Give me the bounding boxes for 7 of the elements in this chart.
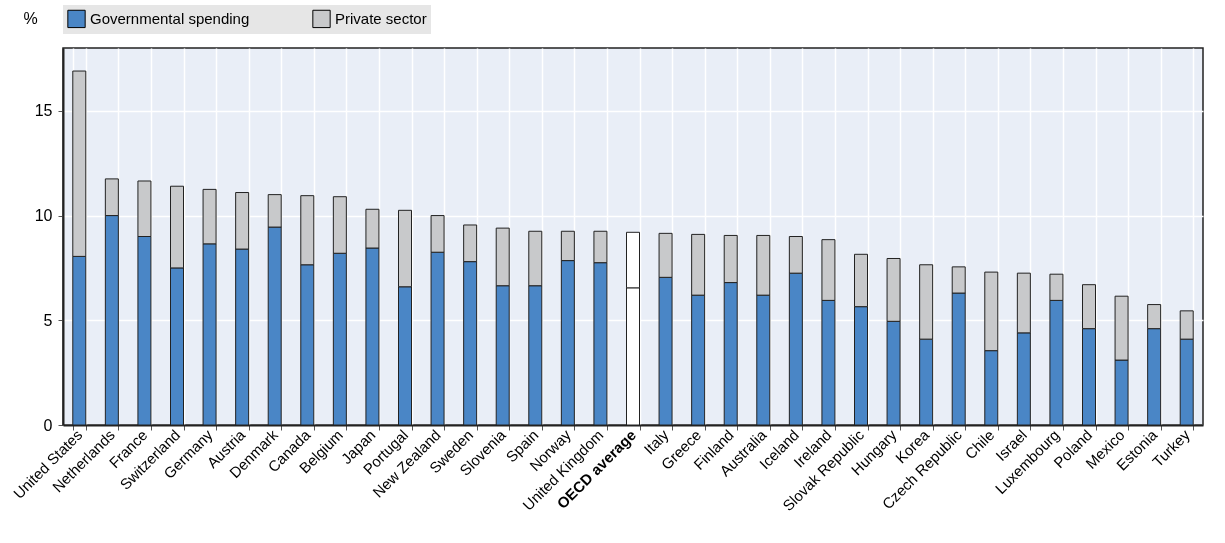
y-tick-label: 10: [34, 207, 53, 225]
y-axis-title: %: [23, 9, 38, 27]
y-tick-label: 0: [43, 416, 53, 434]
y-tick-label: 15: [34, 102, 53, 120]
y-tick-label: 5: [43, 311, 53, 329]
legend-label: Governmental spending: [90, 9, 250, 27]
legend-label: Private sector: [335, 9, 427, 27]
